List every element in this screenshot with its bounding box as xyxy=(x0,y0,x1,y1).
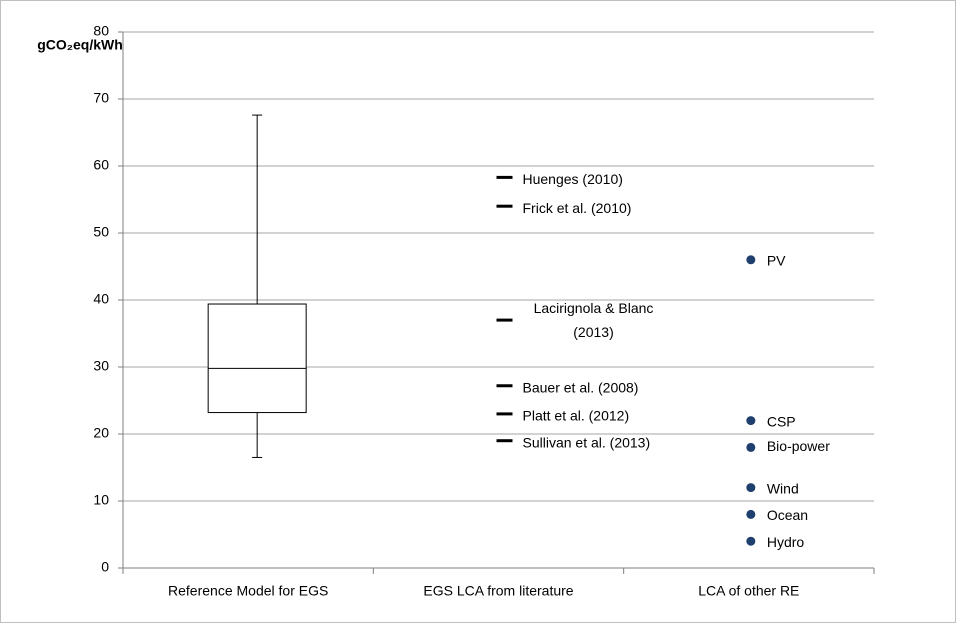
literature-label: (2013) xyxy=(573,324,613,340)
y-tick-label: 20 xyxy=(93,425,109,441)
box xyxy=(207,303,307,414)
x-tick-label: Reference Model for EGS xyxy=(168,583,328,599)
y-axis-label: gCO₂eq/kWh xyxy=(37,37,123,53)
x-tick-label: LCA of other RE xyxy=(698,583,799,599)
re-label: PV xyxy=(767,253,786,269)
y-tick-label: 80 xyxy=(93,23,109,39)
literature-label: Frick et al. (2010) xyxy=(523,200,632,216)
y-tick-label: 0 xyxy=(101,559,109,575)
re-label: Bio-power xyxy=(767,438,830,454)
re-point xyxy=(746,536,756,546)
re-point xyxy=(746,483,756,493)
literature-label: Bauer et al. (2008) xyxy=(523,379,639,395)
y-tick-label: 10 xyxy=(93,492,109,508)
literature-label: Huenges (2010) xyxy=(523,171,623,187)
re-label: Ocean xyxy=(767,507,808,523)
re-label: CSP xyxy=(767,413,796,429)
re-point xyxy=(746,442,756,452)
re-point xyxy=(746,509,756,519)
literature-label: Sullivan et al. (2013) xyxy=(523,434,651,450)
y-tick-label: 60 xyxy=(93,157,109,173)
re-point xyxy=(746,255,756,265)
literature-label: Lacirignola & Blanc xyxy=(534,300,654,316)
y-tick-label: 50 xyxy=(93,224,109,240)
y-tick-label: 30 xyxy=(93,358,109,374)
y-tick-label: 70 xyxy=(93,90,109,106)
re-point xyxy=(746,416,756,426)
re-label: Hydro xyxy=(767,534,805,550)
re-label: Wind xyxy=(767,480,799,496)
y-tick-label: 40 xyxy=(93,291,109,307)
literature-label: Platt et al. (2012) xyxy=(523,408,630,424)
x-tick-label: EGS LCA from literature xyxy=(423,583,573,599)
